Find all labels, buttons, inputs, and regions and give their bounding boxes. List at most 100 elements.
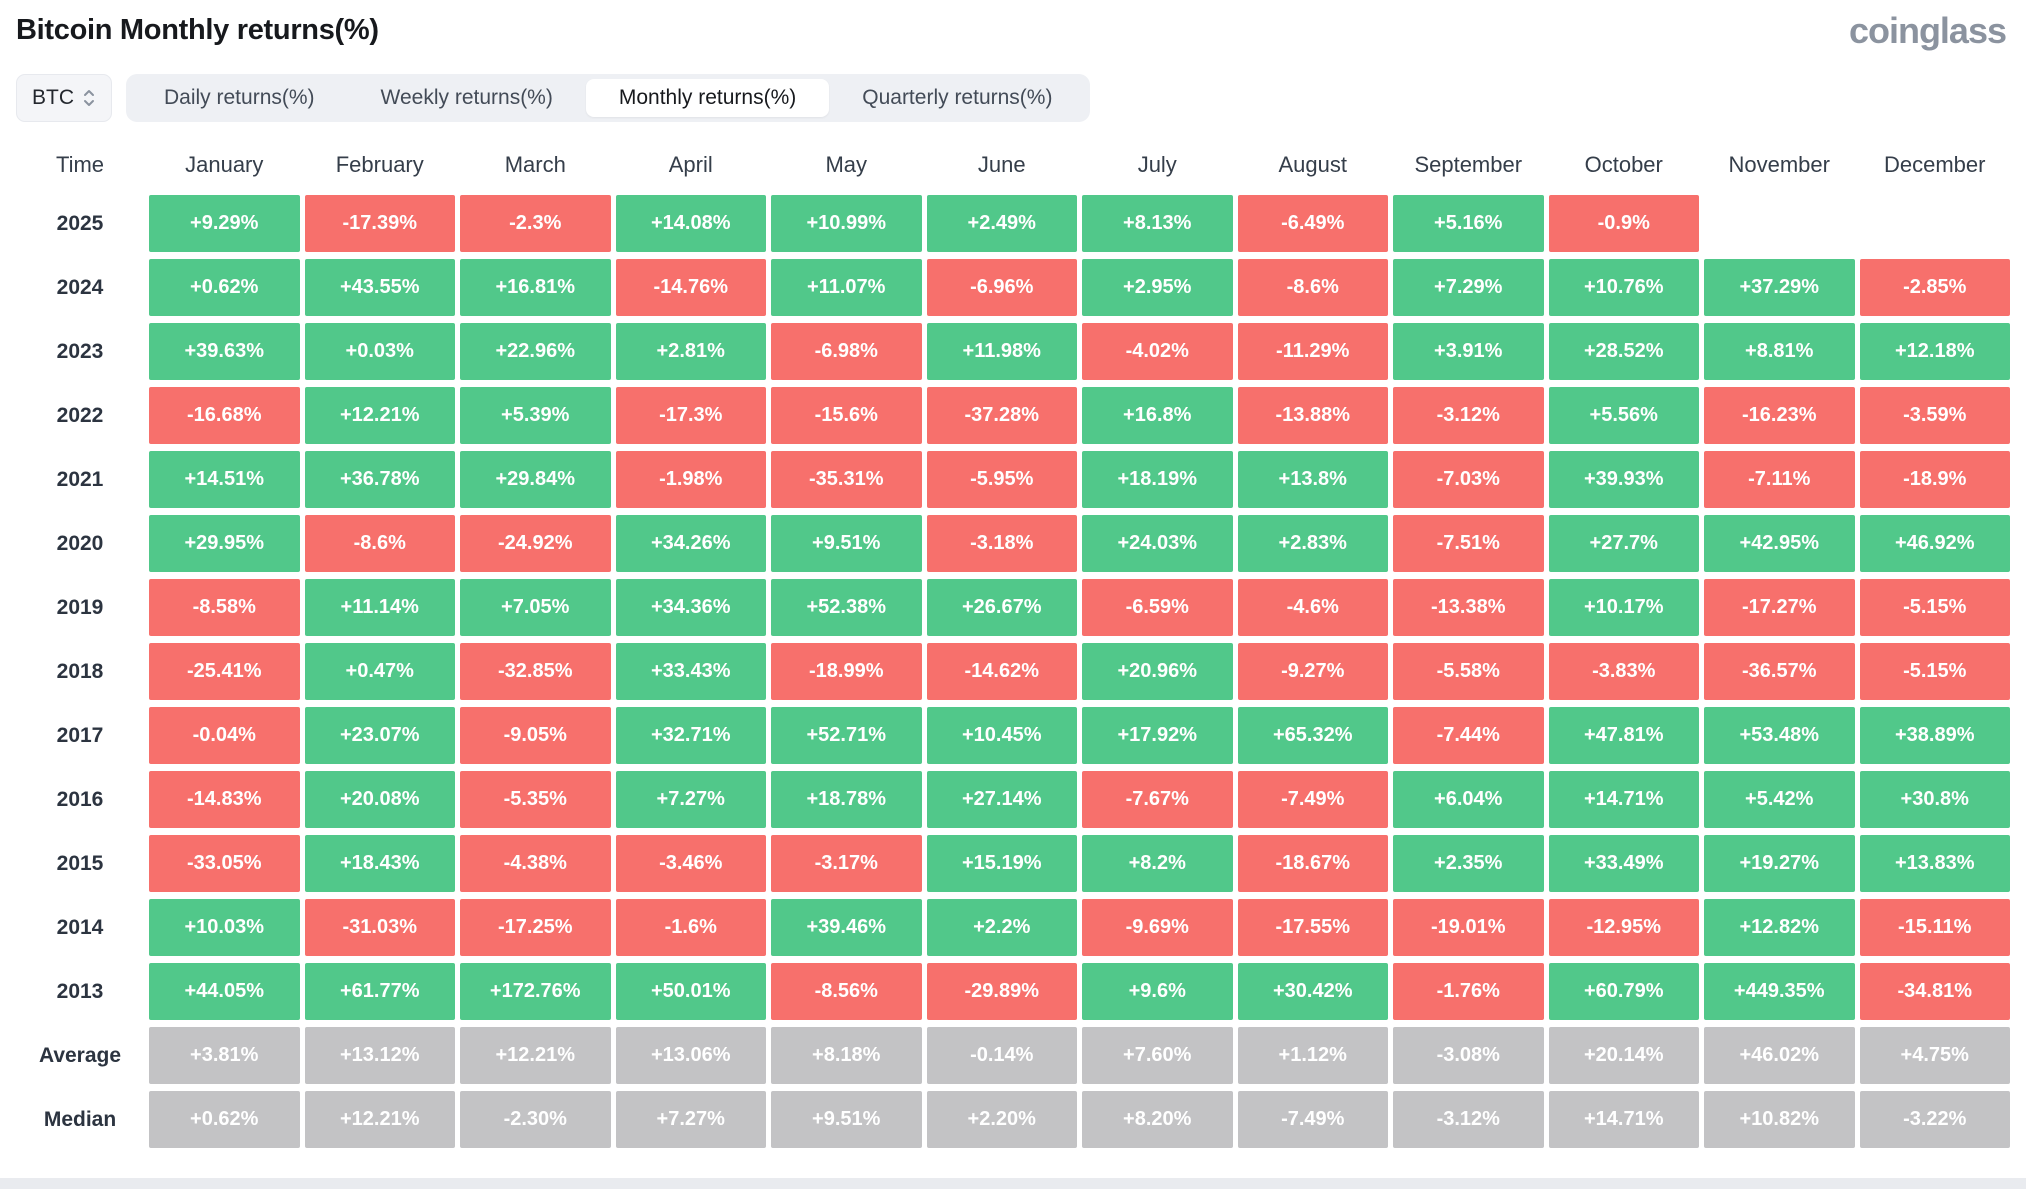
coin-selector[interactable]: BTC — [16, 74, 112, 122]
column-header-month: January — [185, 152, 264, 177]
return-cell: +2.81% — [615, 323, 766, 380]
return-cell: -17.3% — [615, 387, 766, 444]
return-cell: -18.67% — [1237, 835, 1388, 892]
return-cell: -8.56% — [771, 963, 922, 1020]
row-label: 2020 — [56, 531, 104, 555]
column-header-month: July — [1137, 152, 1177, 177]
return-cell: -14.83% — [149, 771, 300, 828]
return-cell: +5.56% — [1548, 387, 1699, 444]
row-label: Average — [38, 1043, 122, 1067]
return-cell: -14.76% — [615, 259, 766, 316]
row-label: 2023 — [56, 339, 104, 363]
return-cell: -4.38% — [460, 835, 611, 892]
return-cell: +18.78% — [771, 771, 922, 828]
return-cell: +44.05% — [149, 963, 300, 1020]
return-cell: +12.18% — [1859, 323, 2010, 380]
return-cell: -32.85% — [460, 643, 611, 700]
return-cell: -18.9% — [1859, 451, 2010, 508]
column-header-month: November — [1728, 152, 1830, 177]
return-cell: +11.07% — [771, 259, 922, 316]
return-cell: -9.05% — [460, 707, 611, 764]
return-cell: +7.27% — [615, 771, 766, 828]
return-cell: +16.8% — [1082, 387, 1233, 444]
return-cell: +23.07% — [304, 707, 455, 764]
return-cell: +0.62% — [149, 1091, 300, 1148]
return-cell: +46.02% — [1704, 1027, 1855, 1084]
tab-daily-returns[interactable]: Daily returns(%) — [164, 86, 315, 109]
return-cell: +0.47% — [304, 643, 455, 700]
return-cell: -17.55% — [1237, 899, 1388, 956]
return-cell: +27.7% — [1548, 515, 1699, 572]
row-label: 2019 — [56, 595, 104, 619]
row-label: 2014 — [56, 915, 104, 939]
return-cell: +52.71% — [771, 707, 922, 764]
row-label: 2016 — [56, 787, 104, 811]
return-cell: -5.35% — [460, 771, 611, 828]
return-cell: +14.71% — [1548, 771, 1699, 828]
column-header-month: September — [1414, 152, 1523, 177]
return-cell: -35.31% — [771, 451, 922, 508]
return-cell: +20.96% — [1082, 643, 1233, 700]
row-label: 2017 — [56, 723, 104, 747]
return-cell: +24.03% — [1082, 515, 1233, 572]
return-cell: -17.39% — [304, 195, 455, 252]
return-cell: +0.62% — [149, 259, 300, 316]
return-cell: +10.82% — [1704, 1091, 1855, 1148]
return-cell: -0.04% — [149, 707, 300, 764]
return-cell: +12.21% — [304, 387, 455, 444]
return-cell: -37.28% — [926, 387, 1077, 444]
column-header-month: May — [825, 152, 868, 177]
return-cell: -1.76% — [1393, 963, 1544, 1020]
tab-monthly-returns[interactable]: Monthly returns(%) — [585, 79, 830, 117]
return-cell: -2.85% — [1859, 259, 2010, 316]
return-cell: +14.51% — [149, 451, 300, 508]
return-cell: +19.27% — [1704, 835, 1855, 892]
return-cell: -3.18% — [926, 515, 1077, 572]
return-cell: -7.49% — [1237, 1091, 1388, 1148]
return-cell: +17.92% — [1082, 707, 1233, 764]
return-cell: +10.17% — [1548, 579, 1699, 636]
return-cell: -14.62% — [926, 643, 1077, 700]
column-header-month: December — [1884, 152, 1986, 177]
return-cell: -3.22% — [1859, 1091, 2010, 1148]
tab-weekly-returns[interactable]: Weekly returns(%) — [380, 86, 553, 109]
return-cell: +12.21% — [304, 1091, 455, 1148]
row-label: 2022 — [56, 403, 104, 427]
return-cell: +10.99% — [771, 195, 922, 252]
return-cell: -7.44% — [1393, 707, 1544, 764]
return-cell: -12.95% — [1548, 899, 1699, 956]
return-cell: -9.27% — [1237, 643, 1388, 700]
return-cell: -5.95% — [926, 451, 1077, 508]
row-label: 2024 — [56, 275, 104, 299]
return-cell: +60.79% — [1548, 963, 1699, 1020]
return-cell: +27.14% — [926, 771, 1077, 828]
tab-quarterly-returns[interactable]: Quarterly returns(%) — [862, 86, 1053, 109]
return-cell: -9.69% — [1082, 899, 1233, 956]
return-cell: -0.9% — [1548, 195, 1699, 252]
return-cell: +9.51% — [771, 1091, 922, 1148]
return-cell: +16.81% — [460, 259, 611, 316]
return-cell: -15.6% — [771, 387, 922, 444]
return-cell: +37.29% — [1704, 259, 1855, 316]
return-cell: -6.98% — [771, 323, 922, 380]
return-cell: -17.25% — [460, 899, 611, 956]
column-header-month: August — [1278, 152, 1348, 177]
return-cell: +10.45% — [926, 707, 1077, 764]
return-cell: +3.81% — [149, 1027, 300, 1084]
return-cell: +9.51% — [771, 515, 922, 572]
return-cell: -18.99% — [771, 643, 922, 700]
return-cell: -8.6% — [1237, 259, 1388, 316]
sort-arrows-icon — [82, 88, 96, 108]
return-cell: +34.36% — [615, 579, 766, 636]
return-cell: -7.67% — [1082, 771, 1233, 828]
return-cell: +11.14% — [304, 579, 455, 636]
return-cell: +38.89% — [1859, 707, 2010, 764]
return-cell: -3.46% — [615, 835, 766, 892]
return-cell: -2.30% — [460, 1091, 611, 1148]
return-cell: +7.05% — [460, 579, 611, 636]
return-cell: -36.57% — [1704, 643, 1855, 700]
return-cell: +53.48% — [1704, 707, 1855, 764]
return-cell: +172.76% — [460, 963, 611, 1020]
return-cell: -31.03% — [304, 899, 455, 956]
return-cell: +14.08% — [615, 195, 766, 252]
